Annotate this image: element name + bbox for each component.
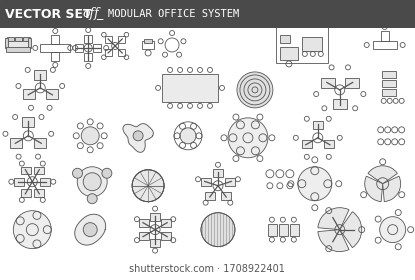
Circle shape — [380, 217, 405, 243]
Text: off: off — [82, 8, 99, 20]
Circle shape — [13, 211, 51, 249]
Circle shape — [133, 131, 143, 141]
Bar — [161, 232, 171, 240]
Bar — [34, 167, 44, 174]
Bar — [221, 192, 231, 200]
Bar — [117, 49, 124, 56]
Wedge shape — [318, 230, 349, 252]
Bar — [200, 178, 211, 186]
Bar — [302, 140, 312, 148]
Bar — [290, 224, 299, 236]
Bar — [268, 224, 277, 236]
Bar — [373, 41, 397, 49]
Bar — [40, 178, 50, 186]
Bar — [225, 178, 235, 186]
Bar — [313, 121, 323, 129]
Bar — [34, 138, 46, 148]
Text: shutterstock.com · 1708922401: shutterstock.com · 1708922401 — [129, 264, 285, 274]
Bar — [10, 138, 22, 148]
Bar — [161, 219, 171, 227]
Circle shape — [83, 223, 97, 237]
Polygon shape — [123, 123, 153, 152]
Bar — [75, 44, 83, 52]
Bar — [105, 36, 112, 43]
Circle shape — [73, 168, 83, 178]
Bar — [150, 213, 160, 221]
Bar — [21, 167, 31, 174]
Bar — [280, 35, 290, 43]
Circle shape — [83, 173, 101, 191]
Bar — [276, 25, 328, 63]
Circle shape — [228, 118, 268, 158]
Wedge shape — [368, 166, 398, 184]
Bar — [381, 31, 389, 41]
Bar — [34, 189, 44, 197]
Bar — [23, 37, 30, 41]
Bar — [144, 39, 152, 43]
Circle shape — [81, 127, 99, 145]
Wedge shape — [340, 212, 362, 248]
Bar — [162, 74, 218, 102]
Circle shape — [201, 213, 235, 247]
Bar — [21, 189, 31, 197]
Bar — [280, 47, 298, 60]
Text: _: _ — [96, 8, 102, 20]
Bar — [279, 224, 288, 236]
Bar — [7, 37, 15, 41]
Bar — [6, 47, 30, 52]
Bar — [51, 52, 59, 61]
Bar — [345, 78, 359, 88]
Bar — [139, 232, 149, 240]
Circle shape — [87, 194, 97, 204]
Bar — [15, 178, 24, 186]
Bar — [382, 80, 395, 87]
Bar — [333, 99, 347, 109]
Bar — [84, 53, 92, 61]
Bar — [46, 89, 58, 99]
Bar — [205, 192, 215, 200]
Wedge shape — [383, 176, 400, 202]
Bar — [15, 37, 22, 41]
Bar — [40, 44, 70, 52]
Polygon shape — [0, 0, 415, 28]
Bar — [5, 38, 8, 48]
Wedge shape — [318, 208, 349, 230]
Bar — [34, 70, 46, 80]
Bar — [302, 37, 322, 51]
Bar — [150, 239, 160, 247]
Circle shape — [132, 170, 164, 202]
Bar — [382, 71, 395, 78]
Wedge shape — [365, 176, 383, 202]
Circle shape — [102, 168, 112, 178]
Circle shape — [298, 167, 332, 201]
Bar — [22, 117, 34, 127]
Bar — [51, 35, 59, 44]
Bar — [321, 78, 334, 88]
Bar — [139, 219, 149, 227]
Bar — [142, 41, 154, 49]
Polygon shape — [75, 214, 106, 245]
Bar — [93, 44, 101, 52]
Bar — [28, 38, 31, 48]
Bar — [84, 35, 92, 43]
Text: MODULAR OFFICE SYSTEM: MODULAR OFFICE SYSTEM — [108, 9, 239, 19]
Circle shape — [180, 128, 196, 144]
Circle shape — [237, 72, 273, 108]
Text: VECTOR SET: VECTOR SET — [5, 8, 92, 20]
Bar — [213, 169, 223, 177]
Circle shape — [77, 167, 107, 197]
Bar — [382, 89, 395, 96]
Bar — [6, 38, 30, 48]
Bar — [117, 36, 124, 43]
Bar — [324, 140, 334, 148]
Bar — [23, 89, 35, 99]
Bar — [105, 49, 112, 56]
